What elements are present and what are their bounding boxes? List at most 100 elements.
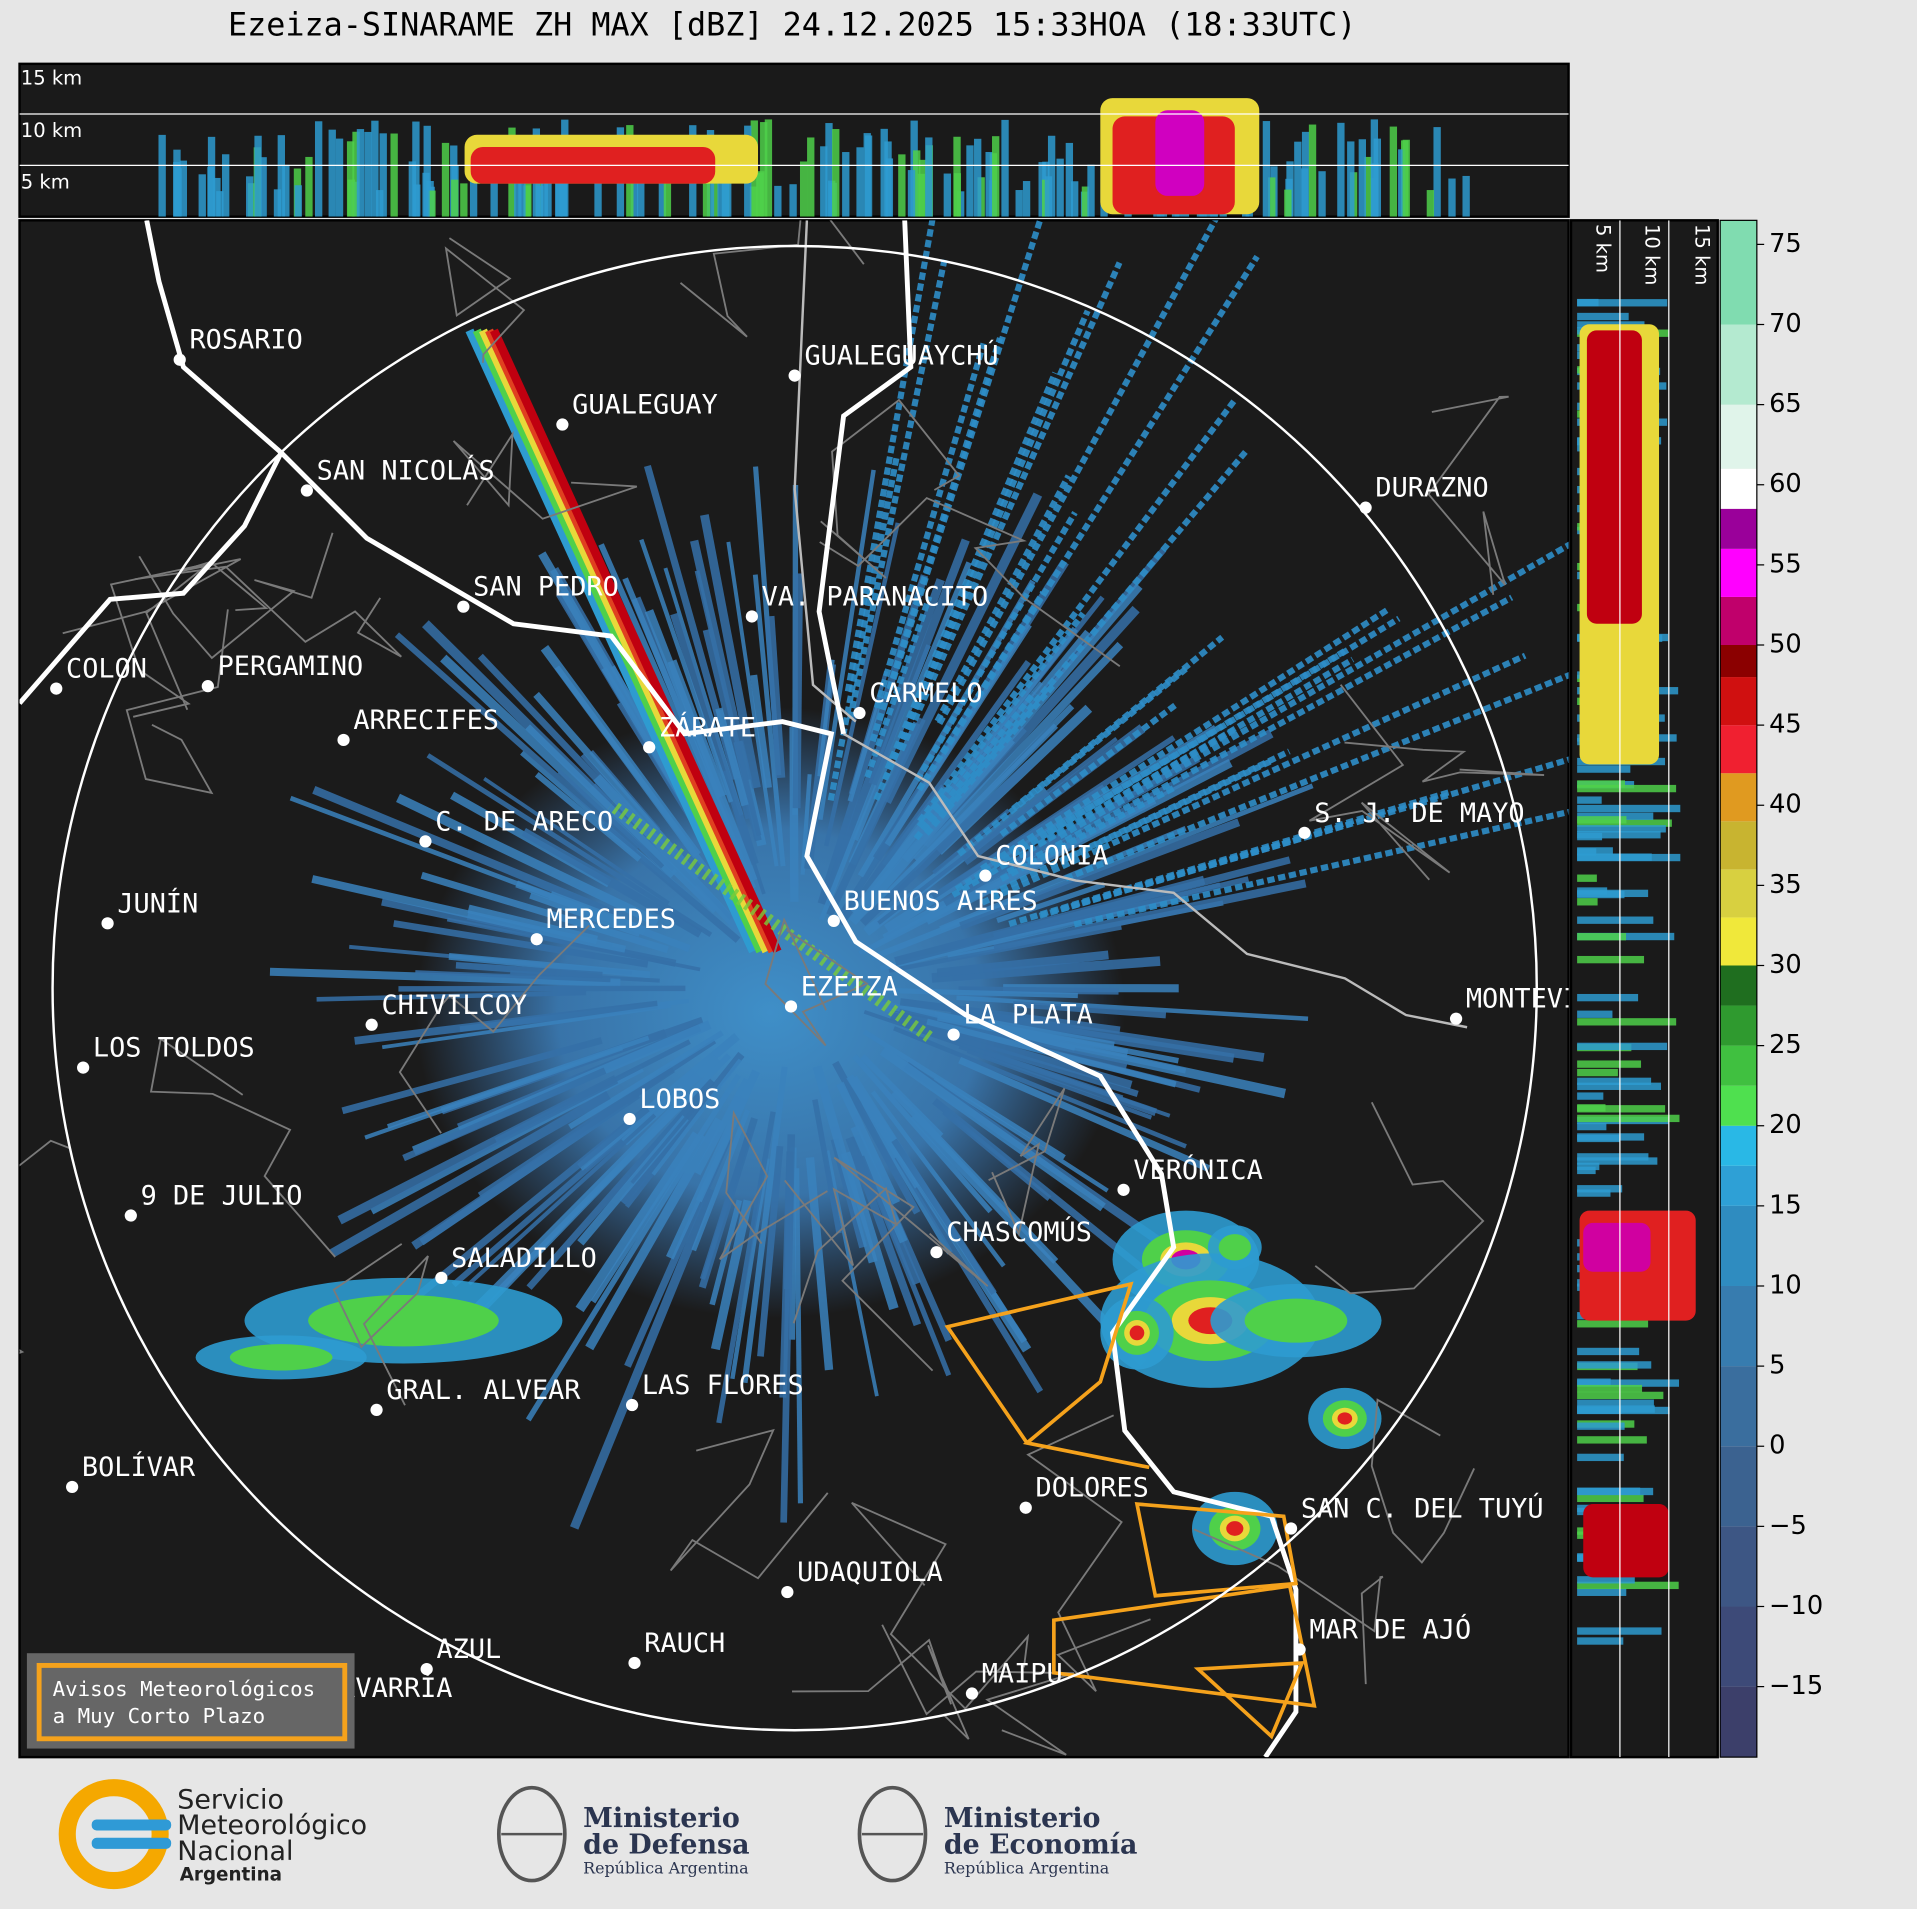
echo-ray <box>958 1056 1211 1172</box>
range-ring <box>51 244 1539 1732</box>
echo-column <box>594 167 602 217</box>
echo-column <box>1065 142 1074 217</box>
echo-row <box>1577 1436 1647 1444</box>
echo-ray <box>852 1054 993 1214</box>
echo-column <box>1426 190 1435 217</box>
echo-ray <box>699 1132 752 1280</box>
echo-row <box>1577 847 1613 855</box>
coast <box>842 732 1468 1029</box>
echo-ray <box>800 774 812 875</box>
border <box>1026 1414 1151 1692</box>
echo-ray <box>898 261 1123 752</box>
city-dot <box>628 1656 641 1670</box>
echo-column <box>158 134 166 217</box>
echo-ray <box>820 578 945 907</box>
city-dot <box>1293 1643 1306 1656</box>
city-dot <box>965 1687 979 1700</box>
border <box>679 220 865 338</box>
echo-column <box>518 154 526 217</box>
echo-column <box>1402 139 1410 217</box>
echo-column <box>1294 141 1302 217</box>
echo-ray <box>644 609 758 883</box>
echo-row <box>1577 825 1666 833</box>
city-label: MERCEDES <box>546 904 675 935</box>
city-dot <box>173 353 186 366</box>
echo-ray <box>832 1060 921 1215</box>
echo-column <box>658 177 667 217</box>
echo-row <box>1577 780 1625 788</box>
logo-text: de Defensa <box>583 1830 749 1861</box>
echo-column <box>880 128 888 217</box>
border <box>1314 1101 1485 1295</box>
city-label: RAUCH <box>644 1628 725 1659</box>
warning-area <box>1134 1502 1299 1598</box>
echo-column <box>1308 124 1317 217</box>
echo-column <box>1087 164 1095 217</box>
echo-column <box>179 160 187 217</box>
border <box>1427 395 1509 595</box>
city-label: ROSARIO <box>189 325 302 356</box>
colorbar-tick-label: 25 <box>1769 1030 1802 1060</box>
echo-column <box>328 129 336 217</box>
colorbar-tick-label: 75 <box>1769 229 1802 259</box>
city-dot <box>784 1000 798 1013</box>
echo-ray <box>954 615 1401 892</box>
echo-row <box>1577 1166 1596 1175</box>
echo-ray <box>847 259 948 720</box>
echo-row <box>1577 1581 1679 1590</box>
echo-ray <box>752 574 786 867</box>
logo-text: República Argentina <box>583 1858 749 1877</box>
map-layer: ROSARIO GUALEGUAYCHÚ GUALEGUAY SAN NICOLÁS D… <box>19 220 1569 1758</box>
echo-ray <box>494 1039 691 1143</box>
city-label: CARMELO <box>869 678 982 709</box>
echo-column <box>820 146 828 217</box>
echo-core <box>1586 330 1642 624</box>
echo-streak <box>465 328 757 954</box>
echo-column <box>630 154 639 217</box>
colorbar-tick-label: 20 <box>1769 1110 1802 1140</box>
echo-column <box>1448 178 1456 217</box>
colorbar-tick-label: 55 <box>1769 549 1802 579</box>
echo-ray <box>765 615 786 779</box>
city-dot <box>201 680 214 693</box>
border <box>792 1638 970 1740</box>
colorbar-tick-label: −15 <box>1769 1671 1823 1701</box>
city-label: LAS FLORES <box>642 1370 804 1401</box>
shield <box>496 1785 567 1883</box>
echo-ray <box>879 1046 1106 1212</box>
echo-column <box>422 172 430 217</box>
echo-ray <box>1073 808 1569 928</box>
echo-column <box>1286 161 1294 217</box>
echo-column <box>863 133 871 217</box>
echo-column <box>277 135 285 217</box>
border <box>452 430 638 520</box>
echo-ray <box>525 1134 706 1422</box>
echo-row <box>1577 1576 1635 1584</box>
border <box>719 1110 828 1261</box>
colorbar-band <box>1720 468 1757 509</box>
echo-column <box>1262 121 1271 217</box>
echo-column <box>1318 171 1326 217</box>
colorbar-band <box>1720 821 1757 870</box>
echo-column <box>1347 141 1355 217</box>
city-dot <box>66 1480 79 1494</box>
echo-row <box>1577 1010 1613 1018</box>
echo-column <box>1047 135 1056 217</box>
echo-row <box>1577 1494 1644 1503</box>
border <box>669 1428 829 1580</box>
echo-ray <box>959 818 1241 930</box>
city-label: DOLORES <box>1036 1473 1149 1504</box>
echo-column <box>953 173 961 217</box>
echo-ray <box>980 606 1391 872</box>
city-label: CHIVILCOY <box>381 990 527 1021</box>
city-label: PERGAMINO <box>218 651 364 682</box>
echo-streak <box>472 328 765 954</box>
echo-row <box>1577 1104 1606 1112</box>
echo-row <box>1577 765 1631 773</box>
border <box>125 609 229 795</box>
city-label: GUALEGUAY <box>572 390 718 421</box>
colorbar-tick-label: 60 <box>1769 469 1802 499</box>
echo-column <box>985 151 993 217</box>
echo-row <box>1577 1588 1627 1596</box>
